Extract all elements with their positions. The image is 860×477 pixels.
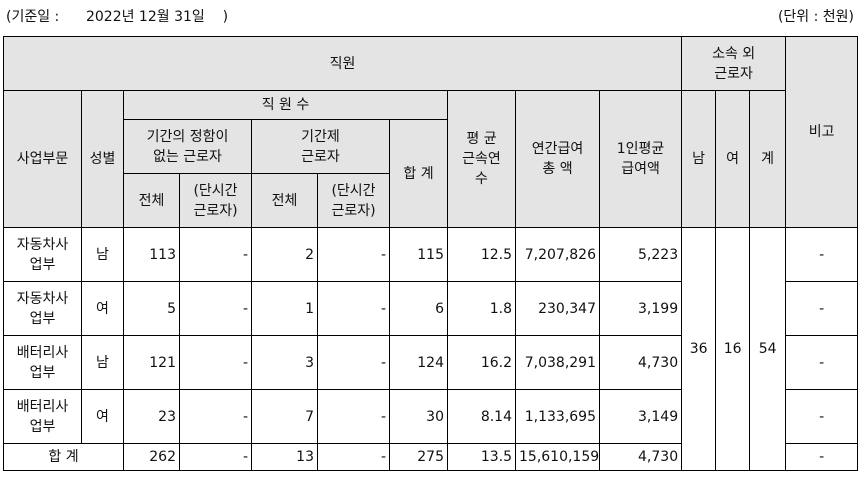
header-total: 합 계: [389, 119, 448, 228]
outside-female-cell: 16: [715, 227, 751, 471]
total-cell: 124: [389, 335, 448, 390]
table-row: 자동차사 업부 여 5 - 1 - 6 1.8 230,347 3,199 -: [3, 281, 859, 336]
gender-cell: 남: [81, 335, 124, 390]
table-row: 배터리사 업부 여 23 - 7 - 30 8.14 1,133,695 3,1…: [3, 389, 859, 444]
annual-pay-cell: 1,133,695: [515, 389, 600, 444]
gender-cell: 여: [81, 389, 124, 444]
avg-pay-cell: 3,149: [598, 389, 683, 444]
header-headcount: 직 원 수: [123, 90, 448, 120]
header-fixed-all: 전체: [251, 173, 318, 228]
header-permanent: 기간의 정함이 없는 근로자: [123, 119, 252, 174]
annual-pay-cell: 230,347: [515, 281, 600, 336]
total-cell: 6: [389, 281, 448, 336]
fixed-part-cell: -: [317, 281, 390, 336]
avg-pay-cell: 5,223: [598, 227, 683, 282]
header-outside-workers: 소속 외 근로자: [681, 36, 787, 91]
grand-total: 275: [389, 443, 448, 471]
total-cell: 115: [389, 227, 448, 282]
perm-part-cell: -: [179, 389, 252, 444]
division-cell: 배터리사 업부: [3, 389, 82, 444]
header-fixed-part-time: (단시간 근로자): [317, 173, 390, 228]
report-header: (기준일 : 2022년 12월 31일 ) (단위 : 천원): [0, 0, 860, 32]
perm-all-cell: 113: [123, 227, 180, 282]
avg-pay-total: 4,730: [598, 443, 683, 471]
header-annual-pay: 연간급여 총 액: [515, 90, 600, 228]
gender-cell: 여: [81, 281, 124, 336]
remark-cell: -: [785, 335, 859, 390]
outside-sum-cell: 54: [749, 227, 787, 471]
avg-pay-cell: 4,730: [598, 335, 683, 390]
perm-part-total: -: [179, 443, 252, 471]
fixed-all-cell: 3: [251, 335, 318, 390]
annual-pay-cell: 7,038,291: [515, 335, 600, 390]
unit-label: (단위 : 천원): [777, 9, 854, 25]
fixed-part-cell: -: [317, 389, 390, 444]
header-outside-male: 남: [681, 90, 717, 228]
division-cell: 배터리사 업부: [3, 335, 82, 390]
fixed-all-cell: 1: [251, 281, 318, 336]
header-perm-part-time: (단시간 근로자): [179, 173, 252, 228]
fixed-part-total: -: [317, 443, 390, 471]
header-fixed-term: 기간제 근로자: [251, 119, 390, 174]
header-outside-female: 여: [715, 90, 751, 228]
fixed-all-total: 13: [251, 443, 318, 471]
avg-pay-cell: 3,199: [598, 281, 683, 336]
remark-total: -: [785, 443, 859, 471]
header-gender: 성별: [81, 90, 124, 228]
total-label-cell: 합 계: [3, 443, 124, 471]
tenure-total: 13.5: [447, 443, 516, 471]
remark-cell: -: [785, 389, 859, 444]
remark-cell: -: [785, 227, 859, 282]
tenure-cell: 1.8: [447, 281, 516, 336]
tenure-cell: 16.2: [447, 335, 516, 390]
remark-cell: -: [785, 281, 859, 336]
header-avg-tenure: 평 균 근속연 수: [447, 90, 516, 228]
header-division: 사업부문: [3, 90, 82, 228]
perm-part-cell: -: [179, 335, 252, 390]
division-cell: 자동차사 업부: [3, 227, 82, 282]
table-row: 자동차사 업부 남 113 - 2 - 115 12.5 7,207,826 5…: [3, 227, 859, 471]
outside-male-cell: 36: [681, 227, 717, 471]
perm-all-total: 262: [123, 443, 180, 471]
fixed-all-cell: 2: [251, 227, 318, 282]
gender-cell: 남: [81, 227, 124, 282]
perm-all-cell: 23: [123, 389, 180, 444]
header-avg-pay: 1인평균 급여액: [598, 90, 683, 228]
table-row: 배터리사 업부 남 121 - 3 - 124 16.2 7,038,291 4…: [3, 335, 859, 390]
total-cell: 30: [389, 389, 448, 444]
header-remarks: 비고: [785, 36, 859, 228]
fixed-part-cell: -: [317, 335, 390, 390]
perm-part-cell: -: [179, 281, 252, 336]
perm-all-cell: 121: [123, 335, 180, 390]
annual-pay-total: 15,610,159: [515, 443, 600, 471]
header-perm-all: 전체: [123, 173, 180, 228]
division-cell: 자동차사 업부: [3, 281, 82, 336]
total-row: 합 계 262 - 13 - 275 13.5 15,610,159 4,730…: [3, 443, 859, 471]
fixed-all-cell: 7: [251, 389, 318, 444]
fixed-part-cell: -: [317, 227, 390, 282]
reference-date: (기준일 : 2022년 12월 31일 ): [6, 9, 229, 25]
tenure-cell: 12.5: [447, 227, 516, 282]
employee-status-table: 직원 소속 외 근로자 비고 사업부문 성별 직 원 수 평 균 근속연 수 연…: [2, 36, 859, 471]
perm-part-cell: -: [179, 227, 252, 282]
tenure-cell: 8.14: [447, 389, 516, 444]
perm-all-cell: 5: [123, 281, 180, 336]
header-outside-sum: 계: [749, 90, 787, 228]
header-employees: 직원: [2, 36, 683, 91]
annual-pay-cell: 7,207,826: [515, 227, 600, 282]
